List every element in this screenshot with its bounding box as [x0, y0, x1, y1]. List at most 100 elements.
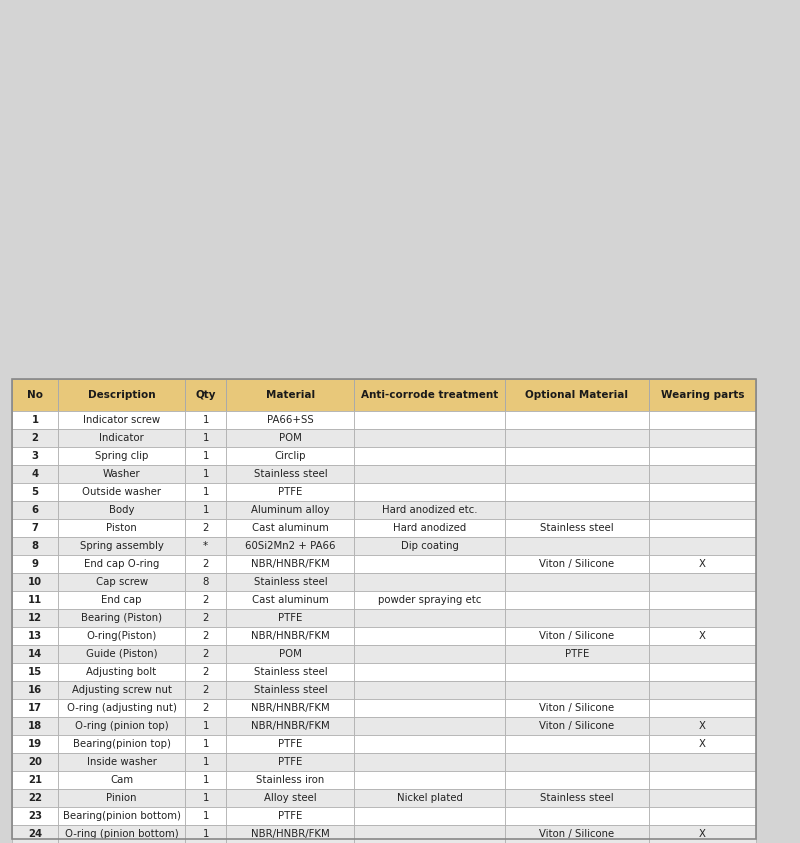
- Bar: [505, 699, 649, 717]
- Text: 21: 21: [28, 775, 42, 785]
- Bar: [354, 483, 505, 501]
- Bar: [354, 681, 505, 699]
- Bar: [185, 464, 226, 483]
- Bar: [505, 753, 649, 771]
- Bar: [58, 429, 185, 447]
- Text: Adjusting screw nut: Adjusting screw nut: [72, 685, 172, 695]
- Text: Bearing (Piston): Bearing (Piston): [81, 613, 162, 623]
- Text: Viton / Silicone: Viton / Silicone: [539, 721, 614, 731]
- Bar: [649, 501, 756, 518]
- Text: 10: 10: [28, 577, 42, 587]
- Bar: [505, 717, 649, 735]
- Bar: [58, 753, 185, 771]
- Bar: [649, 518, 756, 537]
- Bar: [58, 807, 185, 825]
- Text: 1: 1: [202, 757, 209, 767]
- Text: 60Si2Mn2 + PA66: 60Si2Mn2 + PA66: [245, 541, 336, 550]
- Text: X: X: [699, 721, 706, 731]
- Text: Spring assembly: Spring assembly: [80, 541, 163, 550]
- Bar: [354, 825, 505, 843]
- Text: 2: 2: [202, 595, 209, 604]
- Text: Cast aluminum: Cast aluminum: [252, 523, 329, 533]
- Bar: [354, 753, 505, 771]
- Bar: [58, 483, 185, 501]
- Text: 2: 2: [202, 685, 209, 695]
- Bar: [354, 379, 505, 411]
- Bar: [354, 609, 505, 627]
- Bar: [12, 555, 58, 572]
- Bar: [58, 825, 185, 843]
- Text: POM: POM: [279, 649, 302, 659]
- Bar: [226, 699, 354, 717]
- Text: 2: 2: [202, 649, 209, 659]
- Bar: [649, 483, 756, 501]
- Text: Alloy steel: Alloy steel: [264, 793, 317, 803]
- Bar: [226, 807, 354, 825]
- Text: Stainless iron: Stainless iron: [256, 775, 325, 785]
- Text: End cap: End cap: [102, 595, 142, 604]
- Text: Cast aluminum: Cast aluminum: [252, 595, 329, 604]
- Text: Viton / Silicone: Viton / Silicone: [539, 631, 614, 641]
- Text: Material: Material: [266, 389, 315, 400]
- Bar: [226, 717, 354, 735]
- Text: O-ring (pinion bottom): O-ring (pinion bottom): [65, 829, 178, 839]
- Text: Hard anodized: Hard anodized: [393, 523, 466, 533]
- Bar: [58, 771, 185, 789]
- Text: 23: 23: [28, 811, 42, 821]
- Text: Viton / Silicone: Viton / Silicone: [539, 703, 614, 713]
- Bar: [354, 699, 505, 717]
- Bar: [354, 771, 505, 789]
- Text: No: No: [27, 389, 43, 400]
- Bar: [58, 411, 185, 429]
- Bar: [649, 699, 756, 717]
- Text: PTFE: PTFE: [278, 739, 302, 749]
- Bar: [185, 753, 226, 771]
- Text: PTFE: PTFE: [278, 613, 302, 623]
- Bar: [649, 411, 756, 429]
- Bar: [505, 537, 649, 555]
- Text: 1: 1: [202, 793, 209, 803]
- Bar: [12, 572, 58, 591]
- Text: PA66+SS: PA66+SS: [267, 415, 314, 425]
- Bar: [649, 825, 756, 843]
- Text: X: X: [699, 559, 706, 569]
- Text: 12: 12: [28, 613, 42, 623]
- Bar: [185, 771, 226, 789]
- Bar: [58, 572, 185, 591]
- Bar: [12, 591, 58, 609]
- Text: O-ring (adjusting nut): O-ring (adjusting nut): [66, 703, 177, 713]
- Text: Qty: Qty: [195, 389, 216, 400]
- Bar: [649, 807, 756, 825]
- Bar: [185, 429, 226, 447]
- Bar: [185, 789, 226, 807]
- Bar: [185, 555, 226, 572]
- Bar: [649, 379, 756, 411]
- Bar: [185, 591, 226, 609]
- Bar: [185, 447, 226, 464]
- Text: 1: 1: [202, 829, 209, 839]
- Bar: [226, 464, 354, 483]
- Bar: [226, 518, 354, 537]
- Bar: [505, 663, 649, 681]
- Text: 1: 1: [202, 811, 209, 821]
- Bar: [12, 645, 58, 663]
- Text: Circlip: Circlip: [274, 451, 306, 461]
- Text: 1: 1: [202, 505, 209, 515]
- Bar: [649, 609, 756, 627]
- Text: powder spraying etc: powder spraying etc: [378, 595, 482, 604]
- Bar: [505, 645, 649, 663]
- Bar: [354, 518, 505, 537]
- Bar: [12, 807, 58, 825]
- Bar: [649, 681, 756, 699]
- Bar: [185, 609, 226, 627]
- Bar: [649, 591, 756, 609]
- Text: 5: 5: [32, 486, 38, 497]
- Bar: [185, 663, 226, 681]
- Text: NBR/HNBR/FKM: NBR/HNBR/FKM: [251, 721, 330, 731]
- Bar: [649, 789, 756, 807]
- Bar: [58, 735, 185, 753]
- Bar: [12, 717, 58, 735]
- Bar: [354, 789, 505, 807]
- Bar: [354, 537, 505, 555]
- Text: PTFE: PTFE: [278, 486, 302, 497]
